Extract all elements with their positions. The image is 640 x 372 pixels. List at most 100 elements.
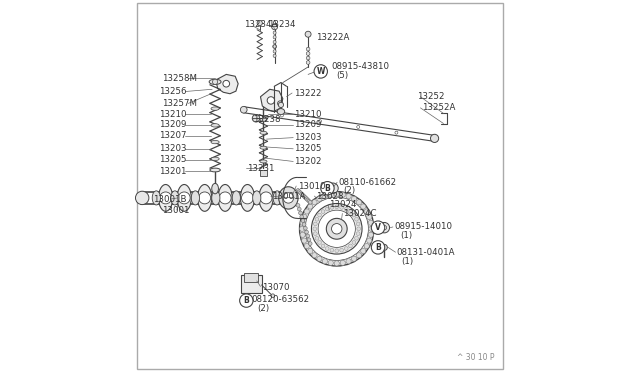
Circle shape [239,294,253,307]
Ellipse shape [232,191,241,205]
Circle shape [308,204,313,209]
Circle shape [300,232,305,237]
Circle shape [308,201,312,204]
Circle shape [307,238,311,241]
Text: 13210: 13210 [294,110,321,119]
Ellipse shape [281,189,292,207]
Text: 13001: 13001 [162,206,189,215]
Circle shape [335,205,339,209]
Circle shape [431,134,438,142]
Circle shape [314,65,328,78]
Circle shape [299,211,302,215]
Circle shape [317,213,321,217]
Circle shape [357,227,360,231]
Circle shape [369,226,374,231]
Circle shape [199,192,211,204]
Circle shape [271,24,278,30]
Text: 08915-43810: 08915-43810 [331,62,389,71]
Text: 13205: 13205 [294,144,321,153]
Circle shape [304,209,309,214]
Ellipse shape [283,193,294,203]
Polygon shape [216,74,238,94]
Circle shape [344,207,348,211]
Circle shape [306,56,310,60]
Ellipse shape [273,54,276,58]
Text: 13234A: 13234A [244,20,277,29]
Circle shape [303,227,307,230]
Circle shape [323,194,328,199]
Circle shape [321,210,325,214]
Ellipse shape [277,109,285,115]
Circle shape [299,191,302,195]
Circle shape [219,192,231,204]
Ellipse shape [152,191,161,205]
Text: (1): (1) [401,257,413,266]
Circle shape [304,244,309,249]
Ellipse shape [278,187,298,209]
Circle shape [349,244,352,248]
Circle shape [351,196,356,201]
Circle shape [381,244,387,250]
Text: 13001B: 13001B [154,195,187,203]
Circle shape [305,230,308,234]
Circle shape [223,80,230,87]
Circle shape [395,131,398,134]
Circle shape [313,227,317,231]
Circle shape [308,248,313,254]
Ellipse shape [212,191,220,205]
Circle shape [330,248,333,252]
Bar [244,273,258,282]
Circle shape [340,248,344,252]
Circle shape [328,183,338,193]
Circle shape [302,195,306,198]
Circle shape [321,182,334,195]
Circle shape [328,260,333,266]
Text: 08120-63562: 08120-63562 [251,295,309,304]
Circle shape [323,259,328,264]
Circle shape [356,222,360,226]
Ellipse shape [191,191,200,205]
Text: (2): (2) [257,304,269,313]
Text: (1): (1) [401,231,412,240]
Circle shape [382,225,387,230]
Circle shape [314,222,317,226]
Circle shape [305,197,308,201]
Ellipse shape [212,183,218,194]
Text: 13070: 13070 [262,283,290,292]
Ellipse shape [218,185,232,211]
Circle shape [360,204,366,209]
Circle shape [298,207,301,211]
Circle shape [352,241,356,244]
Ellipse shape [209,79,221,84]
Circle shape [260,192,272,204]
Text: 13001A: 13001A [271,192,305,201]
Text: 13252: 13252 [417,92,444,101]
Ellipse shape [211,157,219,161]
Circle shape [301,219,305,222]
Ellipse shape [273,191,282,205]
Ellipse shape [159,185,173,211]
Text: (2): (2) [343,186,355,195]
Circle shape [340,260,346,266]
Text: 13010: 13010 [298,182,325,190]
Circle shape [306,47,310,51]
Text: 13201: 13201 [159,167,187,176]
Circle shape [300,215,303,219]
Circle shape [306,198,310,202]
Circle shape [340,192,346,197]
Text: 08915-14010: 08915-14010 [394,222,452,231]
Bar [241,275,262,293]
Circle shape [314,232,317,235]
Circle shape [317,256,322,262]
Ellipse shape [273,50,276,53]
Text: 13209: 13209 [159,121,187,129]
Ellipse shape [273,45,276,48]
Circle shape [318,210,355,247]
Circle shape [241,106,247,113]
Text: 13209: 13209 [294,121,321,129]
Ellipse shape [260,146,267,149]
Circle shape [308,242,312,246]
Text: W: W [317,67,325,76]
Circle shape [306,52,310,55]
Circle shape [312,203,362,254]
